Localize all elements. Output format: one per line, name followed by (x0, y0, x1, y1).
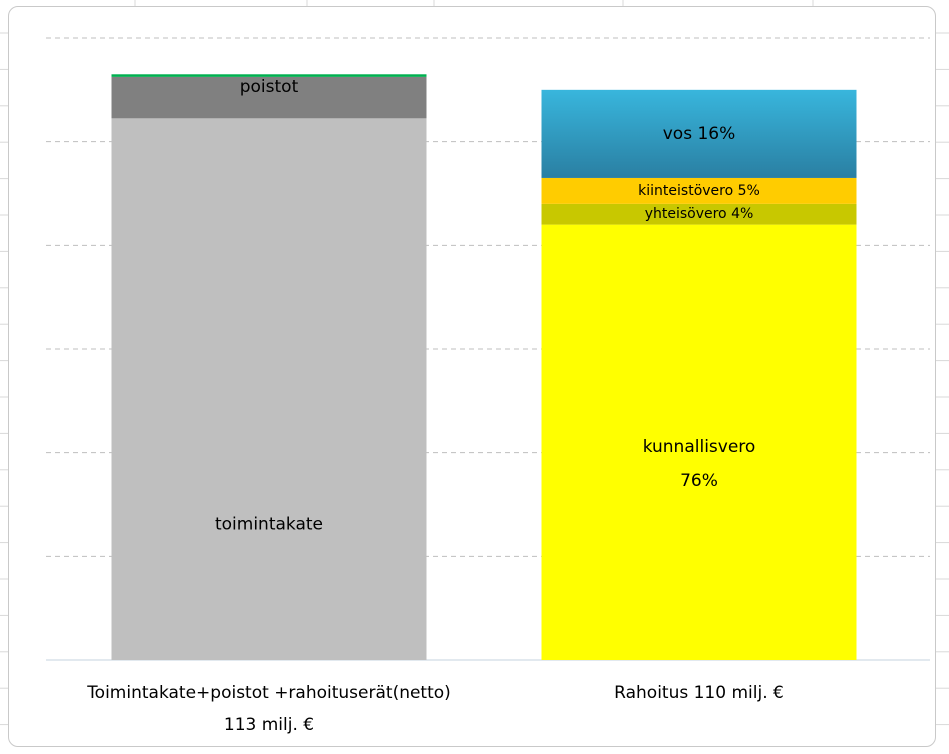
category-label: 113 milj. € (224, 715, 314, 735)
segment-label: yhteisövero 4% (645, 206, 754, 222)
segment-label: 76% (680, 471, 718, 491)
bar-segment (541, 177, 857, 204)
bar-segment (541, 203, 857, 225)
bar-segment (111, 74, 427, 77)
bar-segment (111, 76, 427, 119)
segment-labels: toimintakate poistot kunnallisvero 76% yhtei… (215, 77, 760, 535)
segment-label: vos 16% (663, 124, 736, 144)
category-label: Rahoitus 110 milj. € (614, 683, 784, 703)
segment-label: kiinteistövero 5% (638, 183, 760, 199)
bar-segment (111, 118, 427, 660)
bar-segment (541, 224, 857, 660)
bars (111, 74, 857, 660)
segment-label: poistot (240, 77, 299, 97)
segment-label: kunnallisvero (643, 437, 756, 457)
category-labels: Toimintakate+poistot +rahoituserät(netto… (86, 683, 784, 735)
category-label: Toimintakate+poistot +rahoituserät(netto… (86, 683, 451, 703)
segment-label: toimintakate (215, 515, 323, 535)
bar-segment (541, 89, 857, 178)
